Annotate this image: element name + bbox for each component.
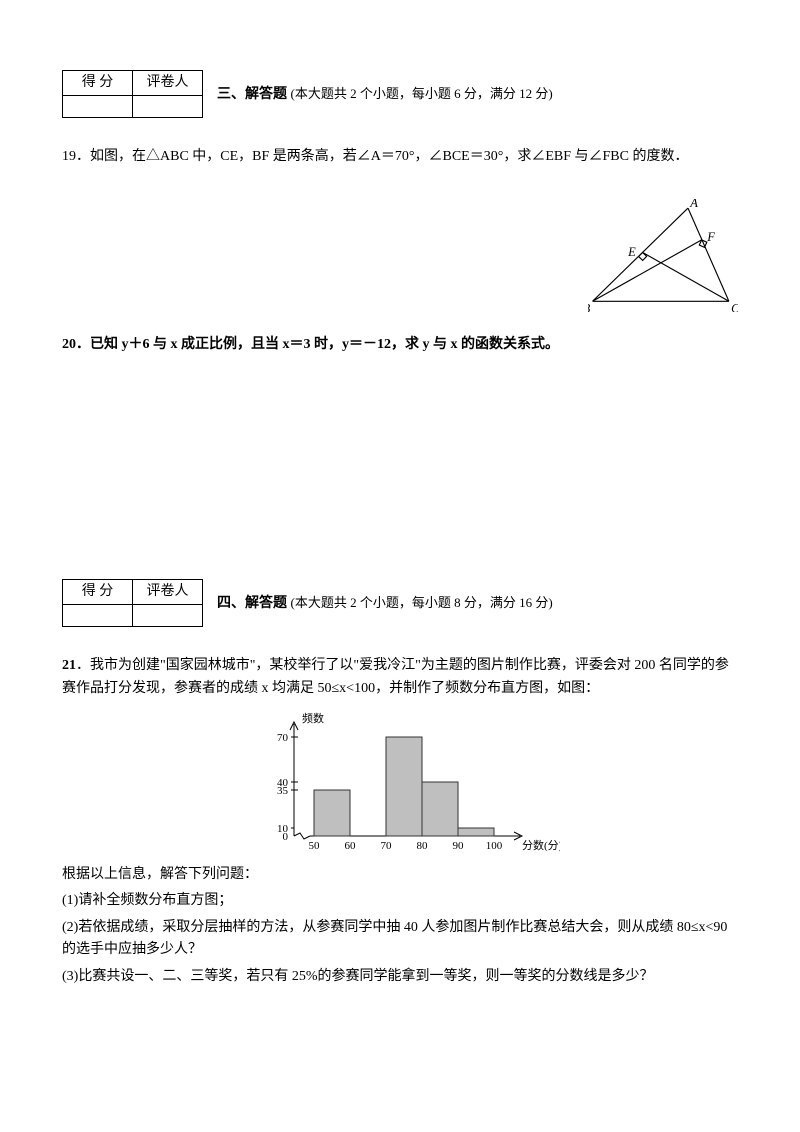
q19-num: 19． bbox=[62, 149, 90, 164]
section3-sub: (本大题共 2 个小题，每小题 6 分，满分 12 分) bbox=[291, 86, 553, 101]
q20-num: 20． bbox=[62, 337, 90, 352]
q21-followup-lead: 根据以上信息，解答下列问题： bbox=[62, 864, 738, 886]
svg-text:10: 10 bbox=[277, 823, 289, 835]
svg-text:A: A bbox=[689, 199, 698, 210]
score-col1b: 得 分 bbox=[63, 579, 133, 604]
q21-histogram: 0103540705060708090100频数分数(分) bbox=[240, 706, 560, 856]
svg-text:50: 50 bbox=[309, 840, 321, 852]
section3-label: 三、解答题 bbox=[217, 85, 287, 101]
section4-label: 四、解答题 bbox=[217, 594, 287, 610]
svg-text:70: 70 bbox=[277, 732, 289, 744]
score-col2b: 评卷人 bbox=[133, 579, 203, 604]
q21-intro: 21．我市为创建"国家园林城市"，某校举行了以"爱我冷江"为主题的图片制作比赛，… bbox=[62, 655, 738, 700]
q20-body: 已知 y＋6 与 x 成正比例，且当 x＝3 时，y＝－12，求 y 与 x 的… bbox=[90, 337, 559, 352]
section3-header: 得 分 评卷人 三、解答题 (本大题共 2 个小题，每小题 6 分，满分 12 … bbox=[62, 70, 738, 118]
score-col1: 得 分 bbox=[63, 71, 133, 96]
question-20: 20．已知 y＋6 与 x 成正比例，且当 x＝3 时，y＝－12，求 y 与 … bbox=[62, 334, 738, 356]
score-col2: 评卷人 bbox=[133, 71, 203, 96]
score-blank1 bbox=[63, 96, 133, 118]
svg-text:40: 40 bbox=[277, 777, 289, 789]
q21-intro-text: ．我市为创建"国家园林城市"，某校举行了以"爱我冷江"为主题的图片制作比赛，评委… bbox=[62, 658, 729, 695]
svg-text:频数: 频数 bbox=[302, 711, 324, 725]
svg-text:80: 80 bbox=[417, 840, 429, 852]
svg-text:90: 90 bbox=[453, 840, 465, 852]
svg-text:C: C bbox=[731, 301, 738, 312]
svg-text:B: B bbox=[588, 301, 591, 312]
section4-sub: (本大题共 2 个小题，每小题 8 分，满分 16 分) bbox=[291, 595, 553, 610]
section4-title-wrap: 四、解答题 (本大题共 2 个小题，每小题 8 分，满分 16 分) bbox=[217, 591, 553, 615]
svg-text:分数(分): 分数(分) bbox=[522, 839, 560, 852]
q21-p2: (2)若依据成绩，采取分层抽样的方法，从参赛同学中抽 40 人参加图片制作比赛总… bbox=[62, 917, 738, 962]
score-table-4: 得 分 评卷人 bbox=[62, 579, 203, 627]
q21-num: 21 bbox=[62, 658, 76, 673]
svg-text:E: E bbox=[627, 245, 636, 259]
section3-title-wrap: 三、解答题 (本大题共 2 个小题，每小题 6 分，满分 12 分) bbox=[217, 82, 553, 106]
workspace-gap bbox=[62, 379, 738, 579]
score-table-3: 得 分 评卷人 bbox=[62, 70, 203, 118]
score-blank2b bbox=[133, 605, 203, 627]
svg-text:60: 60 bbox=[345, 840, 357, 852]
q21-p1: (1)请补全频数分布直方图； bbox=[62, 890, 738, 912]
svg-text:70: 70 bbox=[381, 840, 393, 852]
section4-header: 得 分 评卷人 四、解答题 (本大题共 2 个小题，每小题 8 分，满分 16 … bbox=[62, 579, 738, 627]
q21-p3: (3)比赛共设一、二、三等奖，若只有 25%的参赛同学能拿到一等奖，则一等奖的分… bbox=[62, 966, 738, 988]
svg-text:F: F bbox=[706, 230, 715, 244]
q19-figure: A B C E F bbox=[588, 199, 738, 313]
question-19: 19．如图，在△ABC 中，CE，BF 是两条高，若∠A＝70°，∠BCE＝30… bbox=[62, 146, 738, 312]
svg-text:100: 100 bbox=[486, 840, 503, 852]
q19-text: 19．如图，在△ABC 中，CE，BF 是两条高，若∠A＝70°，∠BCE＝30… bbox=[62, 146, 738, 168]
q19-body: 如图，在△ABC 中，CE，BF 是两条高，若∠A＝70°，∠BCE＝30°，求… bbox=[90, 149, 688, 164]
question-21: 21．我市为创建"国家园林城市"，某校举行了以"爱我冷江"为主题的图片制作比赛，… bbox=[62, 655, 738, 988]
score-blank2 bbox=[133, 96, 203, 118]
score-blank1b bbox=[63, 605, 133, 627]
